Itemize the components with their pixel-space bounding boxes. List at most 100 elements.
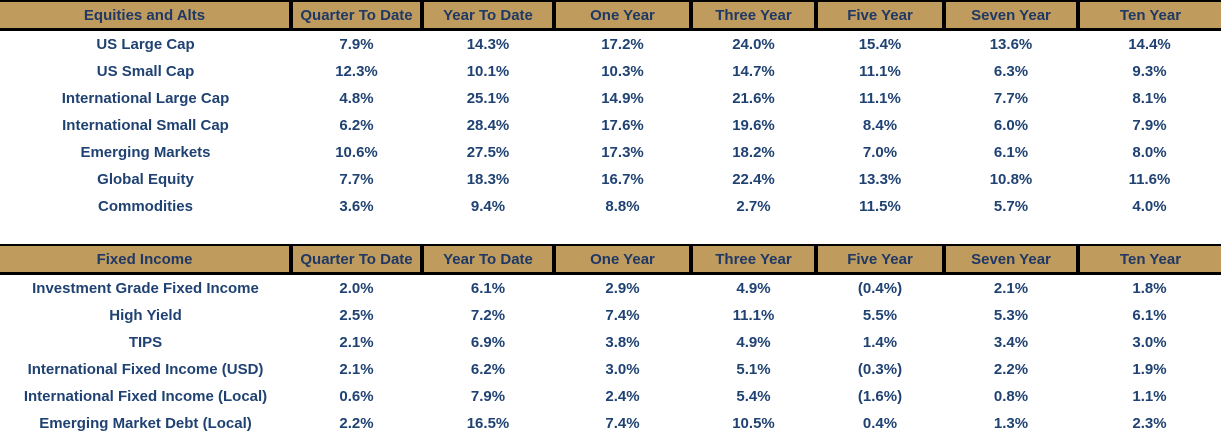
data-cell: 2.4% bbox=[605, 388, 640, 405]
data-cell: 1.1% bbox=[1132, 388, 1167, 405]
data-cell: 4.9% bbox=[736, 280, 771, 297]
row-label: High Yield bbox=[109, 307, 182, 324]
row-label: US Small Cap bbox=[96, 63, 195, 80]
data-cell: 2.3% bbox=[1132, 415, 1167, 432]
data-cell: 4.9% bbox=[736, 334, 771, 351]
data-cell: 7.7% bbox=[993, 90, 1029, 107]
table-row: International Fixed Income (USD) 2.1% 6.… bbox=[0, 356, 1221, 383]
data-cell: 6.1% bbox=[1132, 307, 1167, 324]
data-cell: (0.3%) bbox=[857, 361, 903, 378]
data-cell: 9.3% bbox=[1132, 63, 1167, 80]
data-cell: 4.8% bbox=[339, 90, 374, 107]
equities-and-alts-table: Equities and Alts Quarter To Date Year T… bbox=[0, 0, 1221, 220]
data-cell: 4.0% bbox=[1132, 198, 1167, 215]
data-cell: 11.6% bbox=[1128, 171, 1171, 188]
data-cell: 2.2% bbox=[993, 361, 1029, 378]
data-cell: 9.4% bbox=[470, 198, 506, 215]
data-cell: 6.2% bbox=[339, 117, 374, 134]
data-cell: 16.7% bbox=[601, 171, 644, 188]
data-cell: 8.8% bbox=[605, 198, 640, 215]
data-cell: 22.4% bbox=[732, 171, 775, 188]
column-header-five-year: Five Year bbox=[814, 244, 944, 275]
data-cell: 0.4% bbox=[862, 415, 898, 432]
fixed-income-header-row: Fixed Income Quarter To Date Year To Dat… bbox=[0, 244, 1221, 275]
data-cell: 17.3% bbox=[601, 144, 644, 161]
column-header-one-year: One Year bbox=[552, 244, 691, 275]
data-cell: 15.4% bbox=[858, 36, 902, 53]
data-cell: 8.0% bbox=[1132, 144, 1167, 161]
column-header-year-to-date: Year To Date bbox=[420, 244, 554, 275]
data-cell: 0.8% bbox=[993, 388, 1029, 405]
data-cell: 10.5% bbox=[732, 415, 775, 432]
equities-header-row: Equities and Alts Quarter To Date Year T… bbox=[0, 0, 1221, 31]
data-cell: 21.6% bbox=[732, 90, 775, 107]
data-cell: 2.2% bbox=[339, 415, 374, 432]
table-row: High Yield 2.5% 7.2% 7.4% 11.1% 5.5% 5.3… bbox=[0, 302, 1221, 329]
data-cell: 2.0% bbox=[339, 280, 374, 297]
column-header-ten-year: Ten Year bbox=[1076, 244, 1221, 275]
fixed-income-table: Fixed Income Quarter To Date Year To Dat… bbox=[0, 244, 1221, 437]
data-cell: 10.6% bbox=[335, 144, 378, 161]
column-header-seven-year: Seven Year bbox=[942, 244, 1078, 275]
data-cell: 2.1% bbox=[339, 334, 374, 351]
data-cell: 6.0% bbox=[993, 117, 1029, 134]
column-header-year-to-date: Year To Date bbox=[420, 0, 554, 31]
data-cell: 7.9% bbox=[470, 388, 506, 405]
data-cell: 5.5% bbox=[862, 307, 898, 324]
column-header-seven-year: Seven Year bbox=[942, 0, 1078, 31]
data-cell: 6.1% bbox=[993, 144, 1029, 161]
data-cell: 7.2% bbox=[470, 307, 506, 324]
table-row: US Small Cap 12.3% 10.1% 10.3% 14.7% 11.… bbox=[0, 58, 1221, 85]
row-label: Emerging Market Debt (Local) bbox=[39, 415, 252, 432]
table-title-equities-and-alts: Equities and Alts bbox=[0, 0, 291, 31]
data-cell: 18.3% bbox=[466, 171, 510, 188]
data-cell: 1.3% bbox=[993, 415, 1029, 432]
data-cell: 6.1% bbox=[470, 280, 506, 297]
data-cell: 2.9% bbox=[605, 280, 640, 297]
table-row: International Large Cap 4.8% 25.1% 14.9%… bbox=[0, 85, 1221, 112]
data-cell: 5.1% bbox=[736, 361, 771, 378]
data-cell: 25.1% bbox=[466, 90, 510, 107]
table-row: Investment Grade Fixed Income 2.0% 6.1% … bbox=[0, 274, 1221, 303]
data-cell: 27.5% bbox=[466, 144, 510, 161]
data-cell: 7.9% bbox=[1132, 117, 1167, 134]
column-header-quarter-to-date: Quarter To Date bbox=[289, 244, 422, 275]
column-header-quarter-to-date: Quarter To Date bbox=[289, 0, 422, 31]
data-cell: 2.5% bbox=[339, 307, 374, 324]
data-cell: 13.3% bbox=[858, 171, 902, 188]
table-row: International Small Cap 6.2% 28.4% 17.6%… bbox=[0, 112, 1221, 139]
data-cell: 0.6% bbox=[339, 388, 374, 405]
data-cell: 10.3% bbox=[601, 63, 644, 80]
data-cell: 2.1% bbox=[993, 280, 1029, 297]
data-cell: 17.2% bbox=[601, 36, 644, 53]
data-cell: 24.0% bbox=[732, 36, 775, 53]
row-label: US Large Cap bbox=[96, 36, 195, 53]
data-cell: 13.6% bbox=[989, 36, 1033, 53]
data-cell: 7.0% bbox=[862, 144, 898, 161]
data-cell: 14.7% bbox=[732, 63, 775, 80]
data-cell: 8.1% bbox=[1132, 90, 1167, 107]
table-row: TIPS 2.1% 6.9% 3.8% 4.9% 1.4% 3.4% 3.0% bbox=[0, 329, 1221, 356]
data-cell: (0.4%) bbox=[857, 280, 903, 297]
table-row: Emerging Market Debt (Local) 2.2% 16.5% … bbox=[0, 410, 1221, 437]
row-label: Commodities bbox=[97, 198, 193, 215]
row-label: International Small Cap bbox=[62, 117, 229, 134]
data-cell: 10.1% bbox=[466, 63, 510, 80]
data-cell: 16.5% bbox=[466, 415, 510, 432]
data-cell: 2.7% bbox=[736, 198, 771, 215]
column-header-ten-year: Ten Year bbox=[1076, 0, 1221, 31]
column-header-three-year: Three Year bbox=[689, 244, 816, 275]
data-cell: 6.2% bbox=[470, 361, 506, 378]
data-cell: 8.4% bbox=[862, 117, 898, 134]
table-gap bbox=[0, 220, 1221, 244]
data-cell: 5.7% bbox=[993, 198, 1029, 215]
row-label: International Fixed Income (USD) bbox=[27, 361, 264, 378]
data-cell: 11.1% bbox=[859, 90, 901, 107]
data-cell: 3.8% bbox=[605, 334, 640, 351]
row-label: Global Equity bbox=[97, 171, 194, 188]
data-cell: 6.3% bbox=[993, 63, 1029, 80]
row-label: Emerging Markets bbox=[80, 144, 211, 161]
data-cell: 11.5% bbox=[859, 198, 901, 215]
table-row: Commodities 3.6% 9.4% 8.8% 2.7% 11.5% 5.… bbox=[0, 193, 1221, 220]
data-cell: 7.4% bbox=[605, 307, 640, 324]
